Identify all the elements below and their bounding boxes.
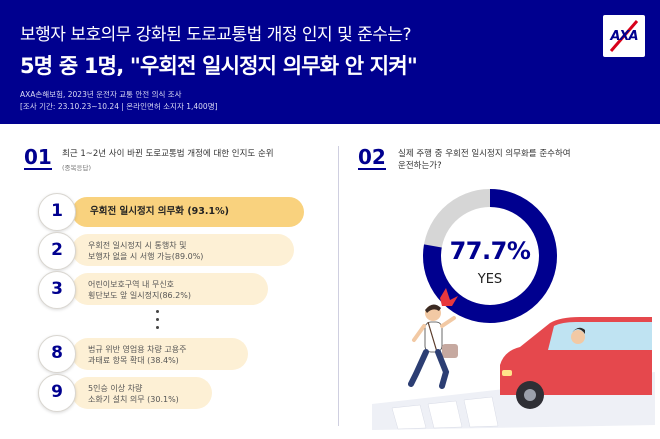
ellipsis-dot: [156, 310, 159, 313]
rank-item-line1: 5인승 이상 차량: [88, 384, 143, 393]
rank-item-label: 5인승 이상 차량 소화기 설치 의무 (30.1%): [72, 377, 212, 409]
section2-title-line2: 운전하는가?: [398, 161, 442, 171]
car-illustration: [500, 317, 652, 409]
rank-badge: 3: [38, 271, 76, 309]
rank-item-line2: 과태료 항목 확대 (38.4%): [88, 356, 179, 365]
section1-number: 01: [24, 145, 52, 170]
headline-question: 보행자 보호의무 강화된 도로교통법 개정 인지 및 준수는?: [20, 25, 412, 45]
ellipsis-dot: [156, 326, 159, 329]
survey-source: AXA손해보험, 2023년 운전자 교통 안전 의식 조사: [20, 90, 182, 99]
rank-item-line2: 횡단보도 앞 일시정지(86.2%): [88, 291, 191, 300]
alert-burst-icon: [440, 288, 458, 306]
rank-badge: 8: [38, 335, 76, 373]
rank-item-label: 어린이보호구역 내 무신호 횡단보도 앞 일시정지(86.2%): [72, 273, 268, 305]
yes-label: YES: [477, 272, 503, 287]
rank-item-label: 우회전 일시정지 의무화 (93.1%): [72, 197, 304, 227]
rank-item-line1: 우회전 일시정지 시 통행차 및: [88, 241, 187, 250]
ellipsis-dot: [156, 318, 159, 321]
section2-title-line1: 실제 주행 중 우회전 일시정지 의무화를 준수하여: [398, 149, 571, 159]
axa-logo-text: AXA: [610, 29, 638, 44]
yes-percentage: 77.7%: [449, 237, 531, 265]
crosswalk-stripes: [391, 396, 499, 430]
rank-item-line2: 소화기 설치 의무 (30.1%): [88, 395, 179, 404]
rank-badge: 2: [38, 232, 76, 270]
section1-title: 최근 1~2년 사이 바뀐 도로교통법 개정에 대한 인지도 순위: [62, 149, 274, 159]
rank-item-line1: 법규 위반 영업용 차량 고용주: [88, 345, 187, 354]
section2-number: 02: [358, 145, 386, 170]
rank-item-label: 우회전 일시정지 시 통행차 및 보행자 없을 시 서행 가능(89.0%): [72, 234, 294, 266]
rank-item-label: 법규 위반 영업용 차량 고용주 과태료 항목 확대 (38.4%): [72, 338, 248, 370]
headline-main: 5명 중 1명, "우회전 일시정지 의무화 안 지켜": [20, 54, 418, 78]
driver-illustration: [571, 330, 585, 344]
survey-period: [조사 기간: 23.10.23~10.24 | 온라인면허 소지자 1,400…: [20, 102, 218, 111]
axa-logo: AXA: [603, 15, 645, 57]
section1-subtitle: (중복응답): [62, 164, 91, 172]
pedestrian-illustration: [408, 288, 458, 389]
rank-badge: 1: [38, 193, 76, 231]
header-banner: 보행자 보호의무 강화된 도로교통법 개정 인지 및 준수는? 5명 중 1명,…: [0, 0, 660, 124]
donut-yes-arc: [423, 189, 557, 323]
section-divider: [338, 146, 339, 426]
rank-badge: 9: [38, 374, 76, 412]
rank-item-line1: 어린이보호구역 내 무신호: [88, 280, 175, 289]
rank-item-line2: 보행자 없을 시 서행 가능(89.0%): [88, 252, 204, 261]
